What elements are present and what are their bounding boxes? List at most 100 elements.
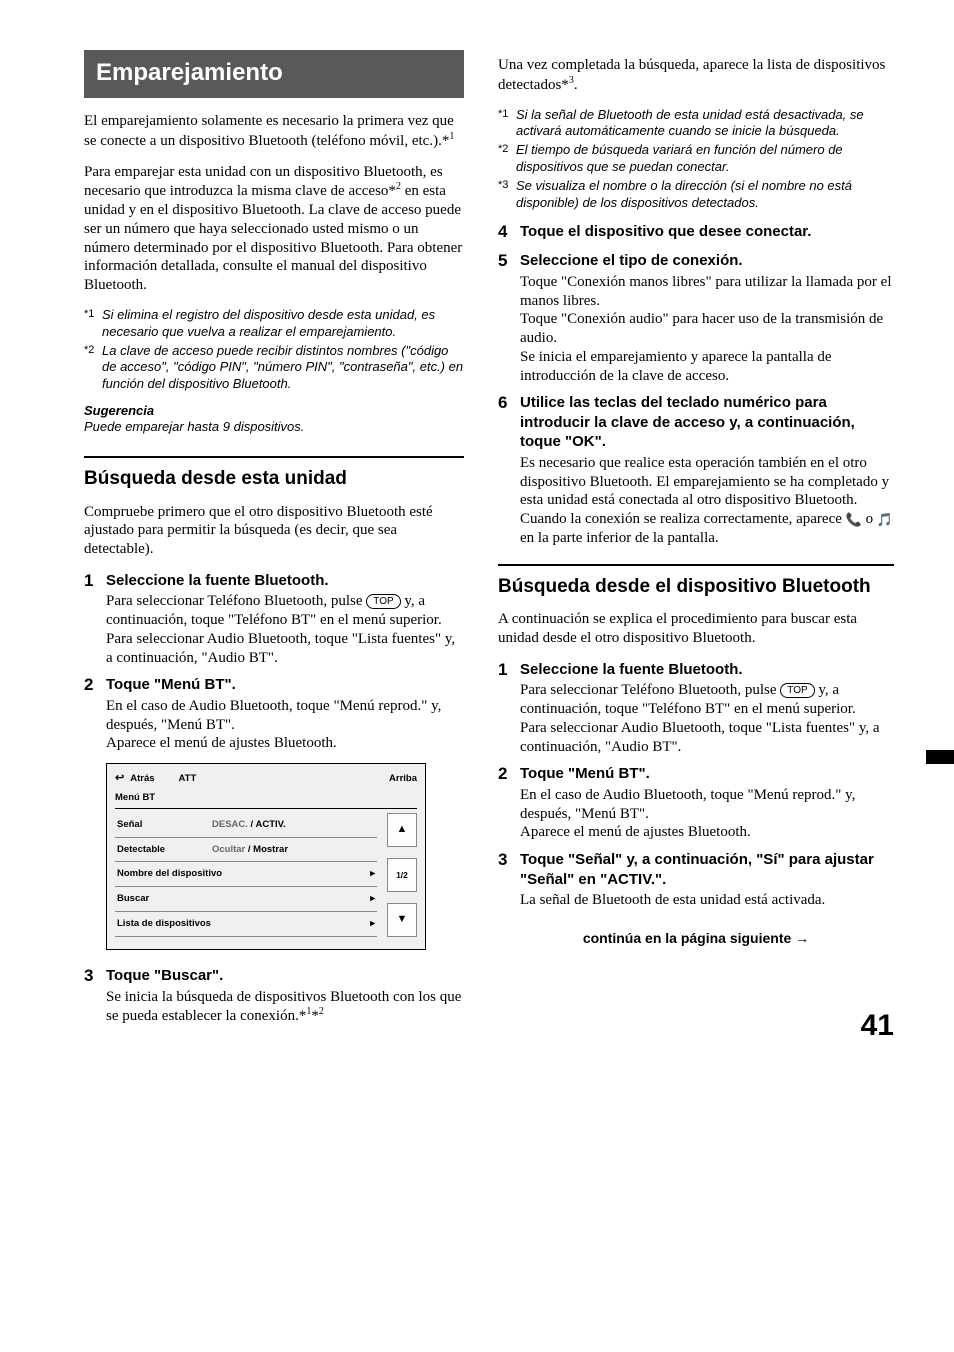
- footnotes-block-1: *1 Si elimina el registro del dispositiv…: [84, 307, 464, 393]
- step-number: 2: [84, 675, 106, 753]
- ui-row-label: Señal: [117, 819, 212, 831]
- intro-para-1: El emparejamiento solamente es necesario…: [84, 112, 464, 151]
- bt-menu-screenshot: ↩ Atrás ATT Arriba Menú BT Señal DESAC. …: [106, 763, 426, 950]
- step-title: Seleccione la fuente Bluetooth.: [106, 571, 464, 591]
- step-title: Seleccione la fuente Bluetooth.: [520, 660, 894, 680]
- bt-audio-icon: 🎵: [877, 512, 893, 528]
- intro-para-2b: en esta unidad y en el dispositivo Bluet…: [84, 183, 462, 293]
- footnotes-block-2: *1 Si la señal de Bluetooth de esta unid…: [498, 107, 894, 212]
- text: o: [862, 511, 877, 527]
- text: *: [311, 1008, 319, 1024]
- step-1: 1 Seleccione la fuente Bluetooth. Para s…: [84, 571, 464, 668]
- ui-row-label: Lista de dispositivos: [117, 918, 365, 930]
- ui-row-value-dim: Ocultar: [212, 844, 248, 855]
- step-text: Para seleccionar Audio Bluetooth, toque …: [106, 630, 464, 668]
- ui-title: Menú BT: [115, 790, 417, 809]
- step-4: 4 Toque el dispositivo que desee conecta…: [498, 222, 894, 244]
- section-header: Emparejamiento: [84, 50, 464, 98]
- page-indicator: 1/2: [387, 858, 417, 892]
- subsection-heading-2: Búsqueda desde el dispositivo Bluetooth: [498, 576, 894, 599]
- footnote-mark: *1: [498, 107, 516, 141]
- step-number: 1: [498, 660, 520, 757]
- step-text: Se inicia la búsqueda de dispositivos Bl…: [106, 988, 464, 1027]
- step-text: Para seleccionar Teléfono Bluetooth, pul…: [106, 592, 464, 630]
- step-text: Para seleccionar Audio Bluetooth, toque …: [520, 719, 894, 757]
- step-text: Es necesario que realice esta operación …: [520, 454, 894, 510]
- step-title: Seleccione el tipo de conexión.: [520, 251, 894, 271]
- step-text: La señal de Bluetooth de esta unidad est…: [520, 891, 894, 910]
- edge-tab: [926, 750, 954, 764]
- footnote: *3 Se visualiza el nombre o la dirección…: [498, 178, 894, 212]
- footnote-text: El tiempo de búsqueda variará en función…: [516, 142, 894, 176]
- footnote-text: Si elimina el registro del dispositivo d…: [102, 307, 464, 341]
- intro-para-2: Para emparejar esta unidad con un dispos…: [84, 163, 464, 295]
- ui-topbar: ↩ Atrás ATT Arriba: [115, 770, 417, 790]
- step-text: Aparece el menú de ajustes Bluetooth.: [106, 734, 464, 753]
- tip-text: Puede emparejar hasta 9 dispositivos.: [84, 419, 464, 435]
- ui-row-label: Buscar: [117, 893, 365, 905]
- footnote: *1 Si la señal de Bluetooth de esta unid…: [498, 107, 894, 141]
- right-column: Una vez completada la búsqueda, aparece …: [498, 50, 894, 1034]
- bt-phone-icon: 📞: [846, 512, 862, 528]
- footnote: *2 La clave de acceso puede recibir dist…: [84, 343, 464, 394]
- ui-row: Detectable Ocultar / Mostrar: [115, 838, 377, 863]
- ui-row: Lista de dispositivos ▸: [115, 912, 377, 937]
- text: Se inicia la búsqueda de dispositivos Bl…: [106, 989, 461, 1025]
- text: Para seleccionar Teléfono Bluetooth, pul…: [520, 682, 780, 698]
- left-column: Emparejamiento El emparejamiento solamen…: [84, 50, 464, 1034]
- page-up-button: ▲: [387, 813, 417, 847]
- page-down-button: ▼: [387, 903, 417, 937]
- footnote: *1 Si elimina el registro del dispositiv…: [84, 307, 464, 341]
- ui-row-label: Nombre del dispositivo: [117, 868, 365, 880]
- step-number: 4: [498, 222, 520, 244]
- footnote-mark: *2: [498, 142, 516, 176]
- step-number: 1: [84, 571, 106, 668]
- page-columns: Emparejamiento El emparejamiento solamen…: [84, 50, 894, 1034]
- subsection-heading-1: Búsqueda desde esta unidad: [84, 468, 464, 491]
- ui-row-label: Detectable: [117, 844, 212, 856]
- step-text: En el caso de Audio Bluetooth, toque "Me…: [520, 786, 894, 824]
- step-b1: 1 Seleccione la fuente Bluetooth. Para s…: [498, 660, 894, 757]
- step-text: Se inicia el emparejamiento y aparece la…: [520, 348, 894, 386]
- step-text: Para seleccionar Teléfono Bluetooth, pul…: [520, 681, 894, 719]
- step-title: Utilice las teclas del teclado numérico …: [520, 393, 894, 452]
- ui-menu-list: Señal DESAC. / ACTIV. Detectable Ocultar…: [115, 813, 377, 937]
- step-text: En el caso de Audio Bluetooth, toque "Me…: [106, 697, 464, 735]
- text: .: [574, 77, 578, 93]
- footnote-mark: *2: [84, 343, 102, 394]
- step-title: Toque el dispositivo que desee conectar.: [520, 222, 894, 242]
- ui-side-buttons: ▲ 1/2 ▼: [387, 813, 417, 937]
- sup-1: 1: [449, 131, 454, 142]
- ui-row-value: / ACTIV.: [251, 819, 286, 830]
- continue-text: continúa en la página siguiente →: [498, 930, 894, 948]
- step-6: 6 Utilice las teclas del teclado numéric…: [498, 393, 894, 547]
- ui-row-value-dim: DESAC.: [212, 819, 251, 830]
- top-button-label: TOP: [366, 594, 400, 609]
- divider: [498, 564, 894, 566]
- step-number: 3: [498, 850, 520, 910]
- intro-para-1-text: El emparejamiento solamente es necesario…: [84, 113, 454, 149]
- sup: 2: [319, 1006, 324, 1017]
- ui-row: Buscar ▸: [115, 887, 377, 912]
- text: Una vez completada la búsqueda, aparece …: [498, 57, 885, 93]
- step-text: Toque "Conexión audio" para hacer uso de…: [520, 310, 894, 348]
- arriba-label: Arriba: [389, 773, 417, 785]
- footnote-text: Si la señal de Bluetooth de esta unidad …: [516, 107, 894, 141]
- intro-para-2a: Para emparejar esta unidad con un dispos…: [84, 164, 443, 200]
- footnote: *2 El tiempo de búsqueda variará en func…: [498, 142, 894, 176]
- step-text: Aparece el menú de ajustes Bluetooth.: [520, 823, 894, 842]
- ui-row: Señal DESAC. / ACTIV.: [115, 813, 377, 838]
- text: Para seleccionar Teléfono Bluetooth, pul…: [106, 593, 366, 609]
- tip-label: Sugerencia: [84, 403, 464, 419]
- divider: [84, 456, 464, 458]
- footnote-text: Se visualiza el nombre o la dirección (s…: [516, 178, 894, 212]
- text: en la parte inferior de la pantalla.: [520, 530, 719, 546]
- page-number: 41: [861, 1007, 894, 1045]
- footnote-mark: *3: [498, 178, 516, 212]
- ui-row: Nombre del dispositivo ▸: [115, 862, 377, 887]
- step-2: 2 Toque "Menú BT". En el caso de Audio B…: [84, 675, 464, 753]
- step-number: 2: [498, 764, 520, 842]
- step-title: Toque "Señal" y, a continuación, "Sí" pa…: [520, 850, 894, 889]
- ui-row-value: / Mostrar: [248, 844, 288, 855]
- footnote-text: La clave de acceso puede recibir distint…: [102, 343, 464, 394]
